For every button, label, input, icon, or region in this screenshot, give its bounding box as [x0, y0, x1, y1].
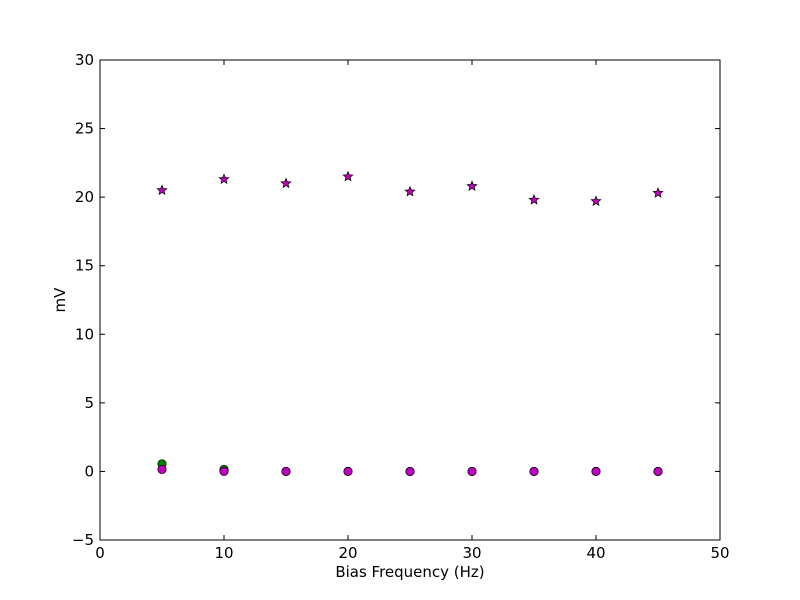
circle-point [281, 466, 291, 476]
series-2 [156, 170, 664, 207]
star-point [652, 187, 664, 198]
star-point [466, 180, 478, 191]
circle-point [219, 466, 229, 476]
circle-point [343, 466, 353, 476]
x-tick-label: 10 [214, 544, 233, 562]
y-tick-label: −5 [72, 531, 94, 549]
star-point [342, 170, 354, 182]
circle-point [405, 466, 415, 476]
x-tick-label: 30 [462, 544, 481, 562]
star-point [590, 195, 602, 207]
y-tick-label: 25 [75, 120, 94, 138]
star-point [280, 177, 292, 189]
y-tick-label: 15 [75, 257, 94, 275]
y-tick-label: 20 [75, 188, 94, 206]
y-tick-label: 0 [84, 462, 94, 480]
circle-point [591, 466, 601, 476]
star-point [404, 185, 416, 197]
y-tick-label: 30 [75, 51, 94, 69]
star-point [528, 193, 540, 205]
star-point [156, 184, 168, 196]
circle-point [653, 466, 663, 476]
star-point [218, 173, 230, 185]
y-tick-label: 5 [84, 394, 94, 412]
plot-marks [156, 170, 664, 476]
circle-point [157, 464, 167, 474]
x-tick-label: 20 [338, 544, 357, 562]
circle-point [529, 466, 539, 476]
y-axis-label: mV [51, 287, 69, 313]
circle-point [467, 466, 477, 476]
series-1 [157, 464, 663, 476]
y-tick-label: 10 [75, 325, 94, 343]
x-tick-label: 50 [710, 544, 729, 562]
plot-frame [99, 59, 721, 541]
x-tick-label: 40 [586, 544, 605, 562]
x-tick-label: 0 [95, 544, 105, 562]
x-axis-label: Bias Frequency (Hz) [335, 563, 484, 581]
